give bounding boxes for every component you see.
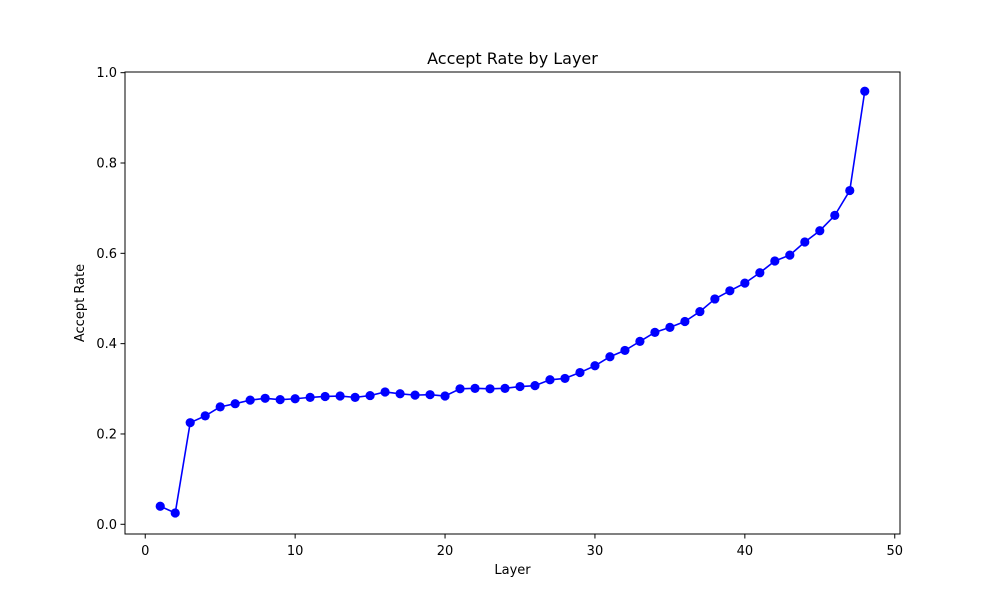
data-point [200,411,210,421]
data-point [560,373,570,384]
chart-title: Accept Rate by Layer [427,49,598,68]
data-point [650,327,660,337]
data-point [380,387,390,397]
plot-area [155,86,870,518]
y-tick-label: 1.0 [96,66,117,81]
data-point [605,352,615,362]
data-point [515,381,525,392]
x-tick-label: 10 [287,544,304,559]
data-point [425,390,435,400]
data-point [410,390,420,400]
data-point [305,392,315,402]
data-point [245,395,255,405]
y-axis-label: Accept Rate [73,264,88,342]
series-line [159,91,866,514]
y-tick-label: 0.0 [96,518,117,533]
data-point [185,418,195,428]
x-tick-label: 20 [437,544,454,559]
data-point [860,86,870,96]
data-point [635,336,645,346]
data-point [290,394,300,404]
data-point [470,383,480,393]
data-point [215,402,225,412]
data-point [155,501,165,511]
y-axis: 0.0 0.2 0.4 0.6 0.8 1.0 [96,66,125,533]
data-point [680,316,690,327]
data-point [830,210,840,220]
data-point [440,391,450,401]
data-point [815,226,825,236]
data-point [335,391,345,401]
data-point [800,237,810,247]
data-point [260,393,270,403]
y-tick-label: 0.6 [96,247,117,262]
data-point [755,268,765,278]
x-axis: 0 10 20 30 40 50 [141,534,903,559]
x-axis-label: Layer [494,563,531,578]
y-tick-label: 0.2 [96,427,117,442]
data-point [500,383,510,393]
data-point [725,286,735,296]
data-point [590,361,600,371]
data-point [695,306,705,317]
data-point [710,294,720,304]
data-point [455,384,465,394]
data-point [845,185,855,196]
data-point [545,375,555,385]
data-point [740,278,750,288]
x-tick-label: 30 [587,544,604,559]
data-point [665,322,675,332]
data-point [395,389,405,399]
x-tick-label: 40 [737,544,754,559]
x-tick-label: 0 [141,544,149,559]
data-point [350,392,360,402]
y-tick-label: 0.4 [96,337,117,352]
data-point [170,508,180,518]
data-point [365,390,375,401]
plot-frame [124,71,901,535]
data-point [620,345,630,356]
data-point [320,391,330,402]
data-point [770,256,780,266]
data-point [275,395,285,405]
data-point [485,384,495,394]
data-point [785,250,795,260]
data-point [530,381,540,391]
data-point [575,367,585,378]
x-tick-label: 50 [886,544,903,559]
data-point [230,399,240,409]
y-tick-label: 0.8 [96,157,117,172]
